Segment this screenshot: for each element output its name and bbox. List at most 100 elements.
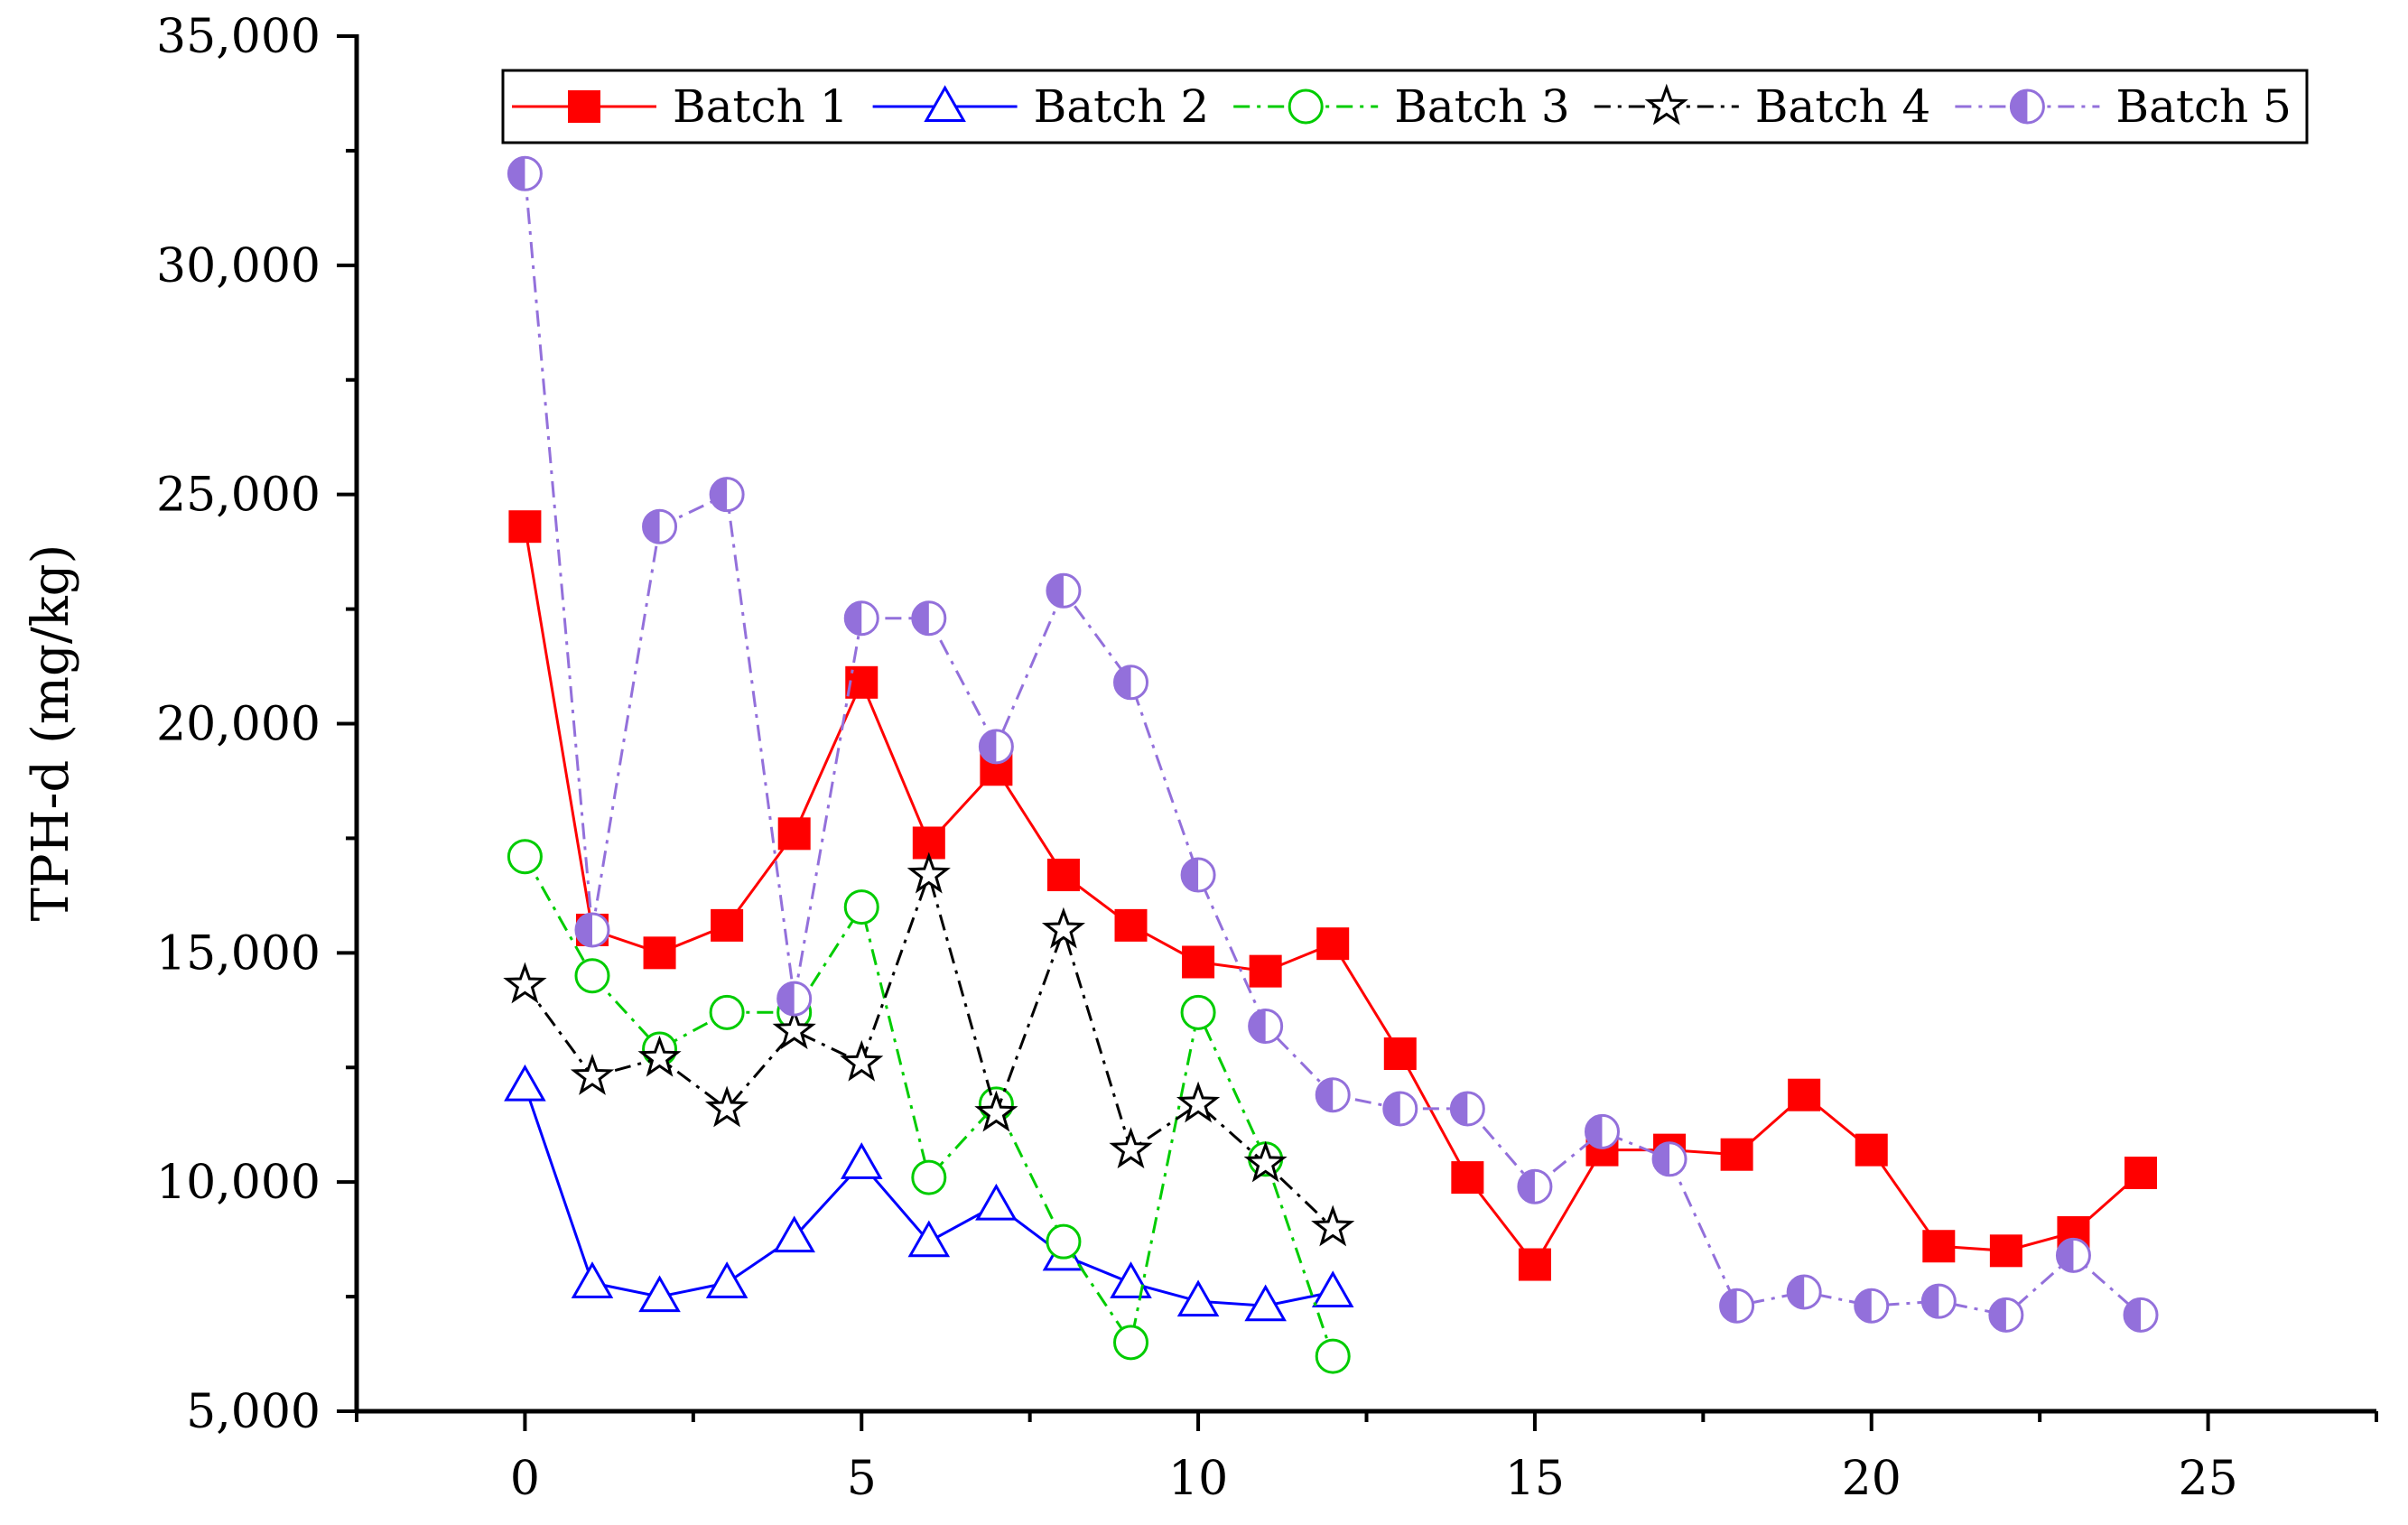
data-point [1182,945,1215,979]
data-point [907,1220,951,1258]
data-point [906,851,951,894]
y-tick-label: 20,000 [156,698,321,752]
data-point [709,994,745,1030]
y-tick-label: 15,000 [156,926,321,981]
y-tick-label: 25,000 [156,469,321,523]
data-point [1046,859,1080,892]
data-point [840,1142,883,1179]
data-point [1248,1009,1284,1045]
data-point [1114,908,1148,942]
data-point [1315,1338,1351,1374]
data-point [911,600,947,637]
data-point [1855,1133,1888,1167]
data-point [1046,1223,1082,1260]
data-point [574,912,610,948]
y-axis-ticks: 5,000 10,000 15,000 20,000 25,000 30,000 35,00… [156,10,357,1439]
y-axis-title: TPH-d (mg/kg) [22,544,80,922]
data-point [1383,1037,1417,1071]
data-point [1176,1081,1221,1123]
series-line [523,173,2142,1317]
data-point [637,1035,682,1077]
data-point [1988,1297,2024,1333]
legend-box [501,69,2309,144]
data-point [507,155,543,191]
data-point [1451,1161,1484,1195]
data-point [843,889,879,925]
x-tick-label: 15 [1505,1452,1565,1506]
data-point [1176,1279,1220,1317]
data-point [709,477,745,513]
data-point [1041,907,1085,949]
data-point [1109,1127,1153,1169]
plot-area: 5,000 10,000 15,000 20,000 25,000 30,000 35,00… [156,10,2378,1506]
legend-marker [924,85,966,123]
x-tick-label: 0 [510,1452,540,1506]
data-point [1046,572,1082,609]
series-5 [507,155,2159,1333]
data-point [1854,1288,1890,1324]
series-line [523,1085,1334,1307]
legend-label: Batch 2 [1034,80,1210,133]
data-point [1180,857,1216,893]
data-point [1788,1078,1821,1111]
data-point [1719,1288,1755,1324]
series-4 [503,851,1355,1247]
data-point [643,936,676,970]
legend-marker [2009,88,2045,125]
y-tick-label: 35,000 [156,10,321,64]
series-1 [508,510,2158,1281]
data-point [704,1085,749,1128]
legend: Batch 1 Batch 2 Batch 3 Batch 4 Batch 5 [501,69,2309,144]
legend-entry: Batch 2 [872,80,1210,133]
data-point [1651,1141,1687,1177]
data-point [2055,1237,2091,1273]
data-point [1449,1091,1485,1127]
legend-entry: Batch 4 [1594,80,1931,133]
data-point [642,508,678,544]
data-point [975,1183,1018,1221]
data-point [507,839,543,875]
data-point [843,600,879,637]
legend-label: Batch 4 [1755,80,1931,133]
data-point [772,1008,816,1050]
data-point [911,1159,947,1195]
data-point [776,981,813,1017]
data-point [2123,1297,2159,1333]
data-point [1311,1204,1355,1247]
series-line [524,855,1334,1357]
data-point [1720,1138,1753,1171]
legend-label: Batch 5 [2115,80,2292,133]
data-point [638,1275,681,1313]
data-point [1517,1168,1553,1204]
data-point [503,962,547,1004]
data-point [1110,1261,1152,1298]
data-point [571,1261,614,1298]
legend-marker [1644,83,1688,126]
data-point [1382,1091,1418,1127]
y-tick-label: 10,000 [156,1156,321,1210]
series-line [523,525,2142,1268]
data-point [504,1064,546,1102]
x-tick-label: 25 [2178,1452,2237,1506]
legend-entry: Batch 3 [1233,80,1570,133]
data-point [1113,665,1149,701]
data-point [570,1054,615,1095]
data-point [1249,954,1282,988]
legend-marker [1288,88,1324,125]
data-point [711,908,744,942]
series-layer [503,155,2159,1374]
data-point [2124,1157,2158,1190]
data-point [777,817,811,851]
data-point [840,1039,884,1082]
y-tick-label: 30,000 [156,239,321,293]
x-axis-ticks: 0 5 10 15 20 25 [355,1411,2378,1506]
data-point [1786,1274,1822,1310]
data-point [1244,1284,1287,1322]
legend-label: Batch 3 [1394,80,1570,133]
y-tick-label: 5,000 [186,1385,321,1439]
x-tick-label: 10 [1168,1452,1228,1506]
data-point [1315,1077,1351,1113]
data-point [508,510,542,544]
data-point [1311,1270,1354,1308]
